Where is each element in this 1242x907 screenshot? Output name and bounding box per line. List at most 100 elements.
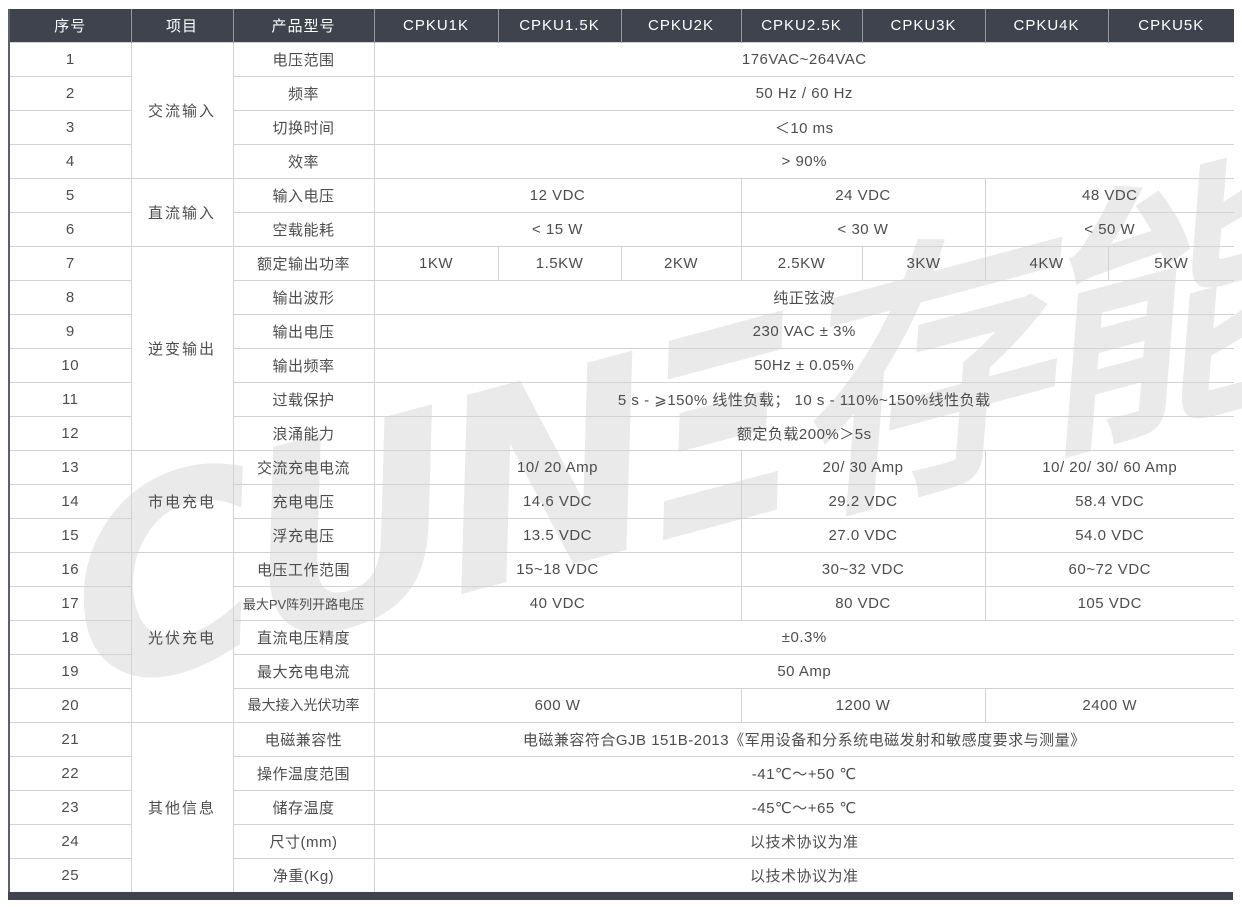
- value-cell: 12 VDC: [373, 177, 742, 213]
- row-number: 15: [9, 517, 132, 553]
- table-row: 10 输出频率 50Hz ± 0.05%: [9, 347, 1234, 383]
- table-row: 3 切换时间 ＜10 ms: [9, 109, 1234, 145]
- table-row: 20 最大接入光伏功率 600 W 1200 W 2400 W: [9, 687, 1234, 723]
- item-cell: 输入电压: [232, 177, 375, 213]
- value-cell: 50 Hz / 60 Hz: [373, 75, 1234, 111]
- item-cell: 电磁兼容性: [232, 721, 375, 757]
- value-cell: -45℃～+65 ℃: [373, 789, 1234, 825]
- group-cell: 交流输入: [130, 41, 234, 179]
- item-cell: 最大接入光伏功率: [232, 687, 375, 723]
- value-cell: 50Hz ± 0.05%: [373, 347, 1234, 383]
- table-row: 18 直流电压精度 ±0.3%: [9, 619, 1234, 655]
- row-number: 19: [9, 653, 132, 689]
- value-cell: 50 Amp: [373, 653, 1234, 689]
- value-cell: 176VAC~264VAC: [373, 41, 1234, 77]
- value-cell: < 15 W: [373, 211, 742, 247]
- table-row: 13 市电充电 交流充电电流 10/ 20 Amp 20/ 30 Amp 10/ 20/ …: [9, 449, 1234, 553]
- value-cell: 14.6 VDC: [373, 483, 742, 519]
- group-cell: 市电充电: [130, 449, 234, 553]
- item-cell: 充电电压: [232, 483, 375, 519]
- value-cell: 2KW: [620, 245, 742, 281]
- header-cell: CPKU4K: [984, 9, 1108, 42]
- value-cell: 5KW: [1107, 245, 1234, 281]
- value-cell: 1KW: [373, 245, 499, 281]
- table-row: 7 逆变输出 额定输出功率 1KW 1.5KW 2KW 2.5KW 3KW 4KW 5KW: [9, 245, 1234, 451]
- table-row: 11 过载保护 5 s - ⩾150% 线性负载； 10 s - 110%~150%…: [9, 381, 1234, 417]
- header-cell: 项目: [130, 9, 233, 42]
- row-number: 14: [9, 483, 132, 519]
- row-number: 25: [9, 857, 132, 892]
- value-cell: 600 W: [373, 687, 742, 723]
- value-cell: 40 VDC: [373, 585, 742, 621]
- table-row: 22 操作温度范围 -41℃～+50 ℃: [9, 755, 1234, 791]
- item-cell: 电压范围: [232, 41, 375, 77]
- item-cell: 浮充电压: [232, 517, 375, 553]
- value-cell: 纯正弦波: [373, 279, 1234, 315]
- value-cell: 2400 W: [984, 687, 1234, 723]
- table-row: 6 空载能耗 < 15 W < 30 W < 50 W: [9, 211, 1234, 247]
- table-row: 8 输出波形 纯正弦波: [9, 279, 1234, 315]
- value-cell: < 50 W: [984, 211, 1234, 247]
- row-number: 10: [9, 347, 132, 383]
- table-row: 4 效率 > 90%: [9, 143, 1234, 179]
- table-row: 16 光伏充电 电压工作范围 15~18 VDC 30~32 VDC 60~72 VDC: [9, 551, 1234, 723]
- item-cell: 空载能耗: [232, 211, 375, 247]
- value-cell: 2.5KW: [740, 245, 863, 281]
- header-row: 序号 项目 产品型号 CPKU1K CPKU1.5K CPKU2K CPKU2.5K CPKU…: [9, 9, 1234, 42]
- value-cell: 24 VDC: [740, 177, 986, 213]
- header-cell: 产品型号: [232, 9, 374, 42]
- value-cell: 230 VAC ± 3%: [373, 313, 1234, 349]
- item-cell: 额定输出功率: [232, 245, 375, 281]
- value-cell: -41℃～+50 ℃: [373, 755, 1234, 791]
- row-number: 3: [9, 109, 132, 145]
- value-cell: 以技术协议为准: [373, 857, 1234, 892]
- value-cell: 27.0 VDC: [740, 517, 986, 553]
- row-number: 8: [9, 279, 132, 315]
- value-cell: 29.2 VDC: [740, 483, 986, 519]
- row-number: 18: [9, 619, 132, 655]
- row-number: 21: [9, 721, 132, 757]
- value-cell: > 90%: [373, 143, 1234, 179]
- value-cell: 1200 W: [740, 687, 986, 723]
- value-cell: 3KW: [861, 245, 986, 281]
- item-cell: 浪涌能力: [232, 415, 375, 451]
- value-cell: 10/ 20 Amp: [373, 449, 742, 485]
- table-row: 25 净重(Kg) 以技术协议为准: [9, 857, 1234, 892]
- table-row: 5 直流输入 输入电压 12 VDC 24 VDC 48 VDC: [9, 177, 1234, 247]
- item-cell: 尺寸(mm): [232, 823, 375, 859]
- item-cell: 电压工作范围: [232, 551, 375, 587]
- value-cell: ±0.3%: [373, 619, 1234, 655]
- item-cell: 效率: [232, 143, 375, 179]
- header-cell: CPKU1K: [373, 9, 498, 42]
- item-cell: 最大充电电流: [232, 653, 375, 689]
- row-number: 12: [9, 415, 132, 451]
- value-cell: 4KW: [984, 245, 1109, 281]
- group-cell: 光伏充电: [130, 551, 234, 723]
- row-number: 2: [9, 75, 132, 111]
- header-cell: CPKU3K: [861, 9, 985, 42]
- item-cell: 直流电压精度: [232, 619, 375, 655]
- table-row: 17 最大PV阵列开路电压 40 VDC 80 VDC 105 VDC: [9, 585, 1234, 621]
- header-cell: 序号: [9, 9, 131, 42]
- value-cell: 15~18 VDC: [373, 551, 742, 587]
- item-cell: 净重(Kg): [232, 857, 375, 892]
- value-cell: 105 VDC: [984, 585, 1234, 621]
- value-cell: 5 s - ⩾150% 线性负载； 10 s - 110%~150%线性负载: [373, 381, 1234, 417]
- row-number: 23: [9, 789, 132, 825]
- value-cell: 54.0 VDC: [984, 517, 1234, 553]
- value-cell: < 30 W: [740, 211, 986, 247]
- table-row: 14 充电电压 14.6 VDC 29.2 VDC 58.4 VDC: [9, 483, 1234, 519]
- table-row: 1 交流输入 电压范围 176VAC~264VAC: [9, 41, 1234, 179]
- header-cell: CPKU2K: [620, 9, 741, 42]
- row-number: 24: [9, 823, 132, 859]
- header-cell: CPKU1.5K: [497, 9, 621, 42]
- value-cell: 58.4 VDC: [984, 483, 1234, 519]
- row-number: 13: [9, 449, 132, 485]
- value-cell: 20/ 30 Amp: [740, 449, 986, 485]
- row-number: 20: [9, 687, 132, 723]
- value-cell: 30~32 VDC: [740, 551, 986, 587]
- row-number: 6: [9, 211, 132, 247]
- row-number: 1: [9, 41, 132, 77]
- table-header: 序号 项目 产品型号 CPKU1K CPKU1.5K CPKU2K CPKU2.5K CPKU…: [9, 9, 1234, 42]
- value-cell: 80 VDC: [740, 585, 986, 621]
